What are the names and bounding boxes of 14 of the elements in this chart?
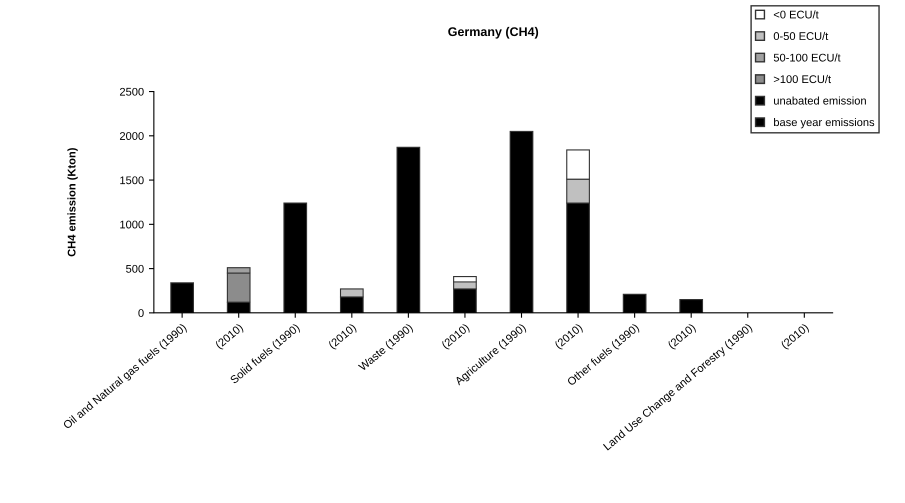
- legend-label: 50-100 ECU/t: [774, 53, 841, 62]
- legend-label: <0 ECU/t: [774, 10, 819, 19]
- y-tick-label: 2000: [120, 132, 144, 140]
- chart-title: Germany (CH4): [448, 26, 538, 39]
- y-tick-label: 500: [126, 264, 144, 273]
- y-tick-label: 2500: [120, 88, 144, 96]
- y-tick-label: 0: [138, 309, 144, 317]
- y-tick-label: 1000: [120, 220, 144, 228]
- y-axis-title: CH4 emission (Kton): [67, 148, 78, 256]
- y-tick-label: 1500: [120, 176, 144, 184]
- legend-label: 0-50 ECU/t: [774, 32, 828, 40]
- legend-label: base year emissions: [774, 118, 874, 128]
- legend-label: unabated emission: [774, 96, 866, 105]
- legend-label: >100 ECU/t: [774, 74, 831, 84]
